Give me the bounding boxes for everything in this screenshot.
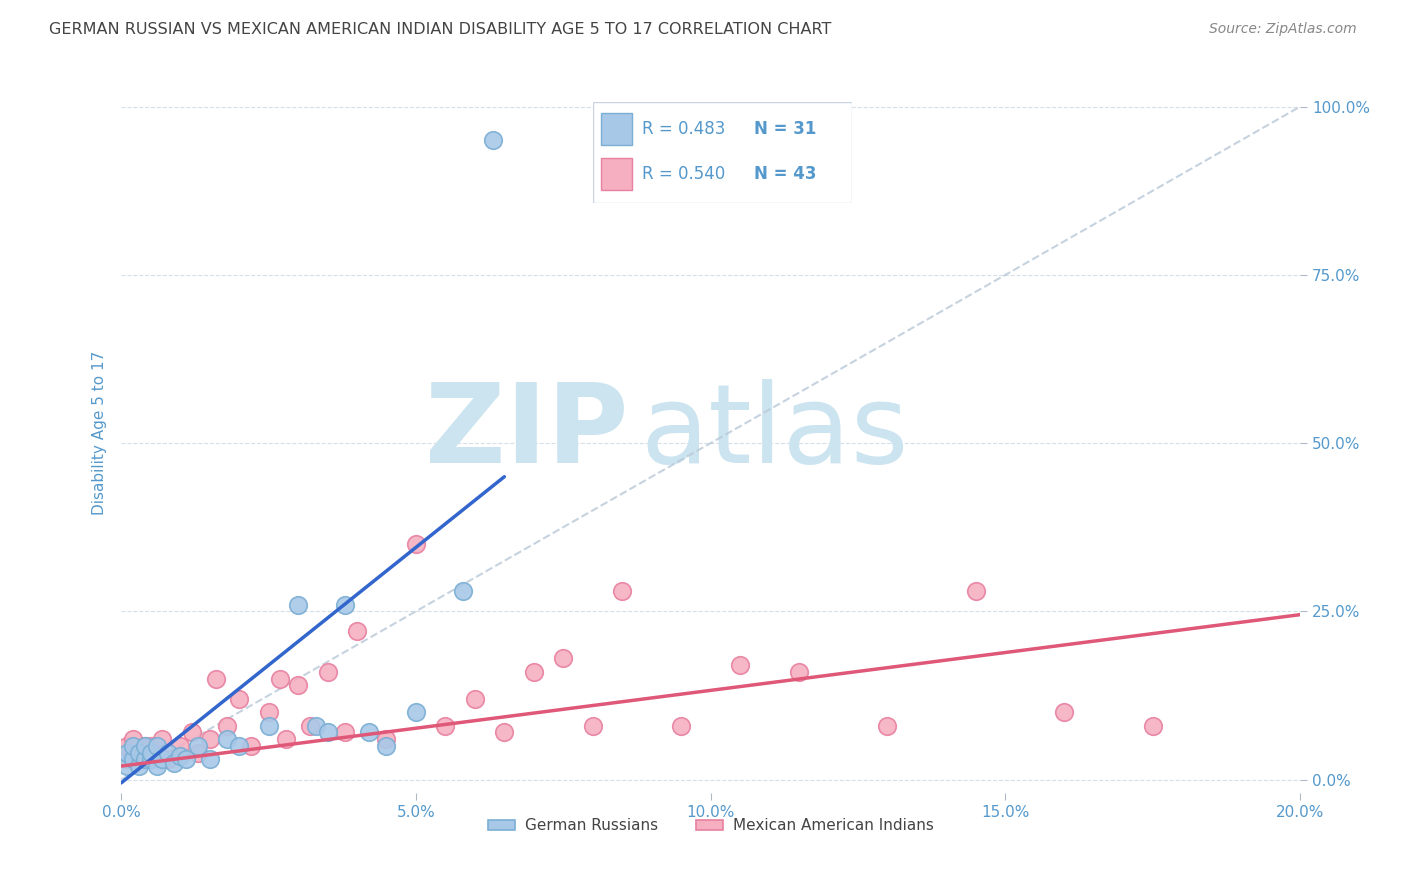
Point <box>287 598 309 612</box>
Point <box>115 752 138 766</box>
Point <box>287 678 309 692</box>
Point <box>122 746 145 760</box>
Point <box>145 739 167 753</box>
Point <box>276 732 298 747</box>
Point <box>464 691 486 706</box>
Point <box>553 651 575 665</box>
Point <box>198 752 221 766</box>
Point <box>134 739 156 753</box>
Point <box>228 691 250 706</box>
Text: atlas: atlas <box>640 379 908 486</box>
Point <box>257 705 280 719</box>
Point <box>122 732 145 747</box>
Point <box>257 719 280 733</box>
Point <box>128 759 150 773</box>
Point <box>128 746 150 760</box>
Point <box>122 752 145 766</box>
Point <box>523 665 546 679</box>
Point <box>169 739 191 753</box>
Point <box>139 746 162 760</box>
Point <box>375 739 398 753</box>
Point <box>357 725 380 739</box>
Point <box>174 752 197 766</box>
Point <box>787 665 810 679</box>
Text: Source: ZipAtlas.com: Source: ZipAtlas.com <box>1209 22 1357 37</box>
Point <box>481 133 503 147</box>
Point <box>335 725 357 739</box>
Point <box>965 584 987 599</box>
Point <box>1142 719 1164 733</box>
Point <box>134 739 156 753</box>
Point <box>115 739 138 753</box>
Point <box>582 719 605 733</box>
Point <box>122 739 145 753</box>
Point <box>152 732 174 747</box>
Point <box>405 537 427 551</box>
Point <box>181 725 204 739</box>
Point <box>335 598 357 612</box>
Point <box>612 584 634 599</box>
Point <box>115 759 138 773</box>
Text: ZIP: ZIP <box>425 379 628 486</box>
Point <box>169 749 191 764</box>
Point <box>728 658 751 673</box>
Point <box>139 752 162 766</box>
Point <box>145 759 167 773</box>
Point <box>128 746 150 760</box>
Point <box>269 672 291 686</box>
Point <box>316 725 339 739</box>
Point <box>494 725 516 739</box>
Point <box>157 746 180 760</box>
Point <box>316 665 339 679</box>
Y-axis label: Disability Age 5 to 17: Disability Age 5 to 17 <box>93 351 107 515</box>
Point <box>187 739 209 753</box>
Point <box>145 746 167 760</box>
Point <box>346 624 368 639</box>
Point <box>228 739 250 753</box>
Point <box>298 719 321 733</box>
Point <box>239 739 262 753</box>
Point <box>115 746 138 760</box>
Point <box>152 752 174 766</box>
Point <box>139 752 162 766</box>
Point <box>157 752 180 766</box>
Point <box>375 732 398 747</box>
Point <box>204 672 226 686</box>
Point <box>1053 705 1076 719</box>
Point <box>187 746 209 760</box>
Point <box>198 732 221 747</box>
Point <box>163 756 186 770</box>
Point <box>134 752 156 766</box>
Legend: German Russians, Mexican American Indians: German Russians, Mexican American Indian… <box>482 812 939 839</box>
Point <box>876 719 898 733</box>
Point <box>434 719 457 733</box>
Point <box>139 739 162 753</box>
Point <box>305 719 328 733</box>
Point <box>217 732 239 747</box>
Text: GERMAN RUSSIAN VS MEXICAN AMERICAN INDIAN DISABILITY AGE 5 TO 17 CORRELATION CHA: GERMAN RUSSIAN VS MEXICAN AMERICAN INDIA… <box>49 22 831 37</box>
Point <box>217 719 239 733</box>
Point <box>451 584 474 599</box>
Point <box>405 705 427 719</box>
Point <box>669 719 692 733</box>
